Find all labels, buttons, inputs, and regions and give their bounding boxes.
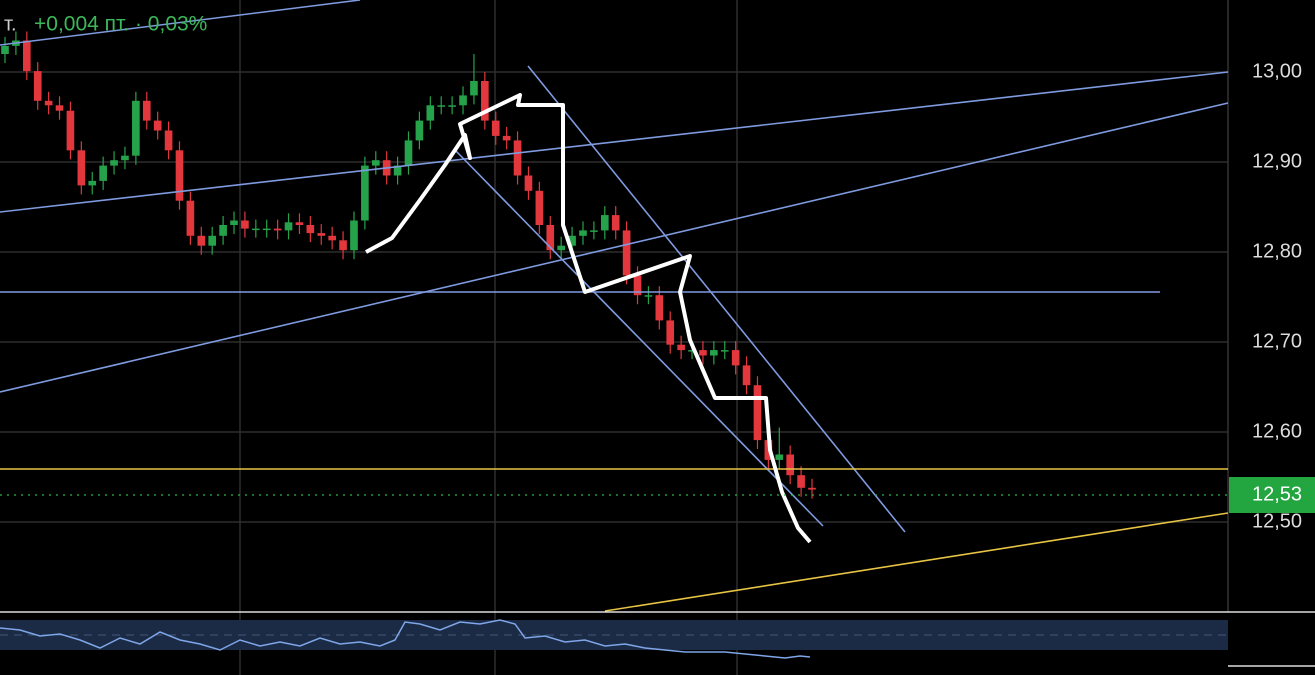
candle-body — [252, 228, 260, 231]
candle-body — [55, 105, 64, 111]
channel-line — [454, 149, 824, 527]
y-tick-label: 12,60 — [1252, 420, 1302, 442]
vertical-grid — [239, 0, 738, 675]
candle-body — [720, 350, 729, 352]
candle-body — [611, 215, 620, 231]
y-axis: 12,50 12,60 12,70 12,80 12,90 13,00 12,53 — [1229, 60, 1315, 532]
candle-body — [677, 344, 685, 351]
header-prefix: т. — [4, 13, 17, 35]
candle-body — [306, 225, 315, 234]
candle-body — [132, 100, 140, 156]
candle-body — [753, 385, 762, 441]
candle-body — [546, 225, 555, 251]
indicator-panel — [0, 619, 1228, 659]
candle-body — [33, 71, 42, 101]
trend-line — [0, 102, 1229, 393]
candle-body — [797, 475, 805, 488]
drawings — [0, 0, 1229, 612]
candle-body — [786, 454, 795, 476]
candle-body — [568, 235, 576, 246]
candle-body — [197, 235, 206, 246]
candle-body — [808, 487, 816, 490]
indicator-line — [0, 619, 811, 659]
candle-body — [273, 228, 282, 231]
candle-body — [241, 220, 249, 229]
candle-body — [295, 222, 304, 225]
candle-body — [535, 190, 544, 225]
hand-drawing — [365, 93, 812, 544]
channel-line — [527, 65, 906, 533]
candle-body — [186, 200, 195, 236]
candle-body — [644, 295, 653, 297]
trend-line — [604, 512, 1229, 612]
candle-body — [219, 225, 227, 236]
candle-body — [731, 350, 740, 366]
candle-body — [688, 350, 696, 352]
last-price-label: 12,53 — [1252, 483, 1302, 505]
candle-body — [655, 295, 664, 321]
candle-body — [590, 230, 598, 232]
candle-body — [208, 235, 217, 246]
candle-body — [230, 220, 238, 225]
candle-body — [22, 40, 31, 72]
candle-body — [339, 240, 347, 251]
candle-body — [175, 150, 184, 201]
y-tick-label: 12,80 — [1252, 240, 1302, 262]
candle-body — [557, 245, 565, 251]
candle-body — [775, 454, 784, 460]
candle-body — [579, 230, 587, 236]
candle-body — [110, 160, 118, 166]
candle-body — [88, 180, 97, 186]
candle-body — [426, 105, 435, 121]
candle-body — [415, 120, 424, 141]
candle-body — [524, 175, 533, 191]
candle-body — [666, 320, 675, 345]
candle-body — [44, 100, 53, 106]
y-tick-label: 12,50 — [1252, 510, 1302, 532]
candle-body — [742, 365, 751, 386]
candle-body — [317, 233, 326, 236]
candle-body — [371, 160, 380, 166]
candle-body — [491, 120, 500, 136]
candle-body — [481, 81, 489, 121]
candle-body — [66, 110, 75, 151]
last-price-box — [1229, 477, 1315, 513]
y-tick-label: 12,70 — [1252, 330, 1302, 352]
candle-body — [284, 222, 293, 231]
candle-body — [361, 165, 369, 221]
candle-body — [153, 120, 162, 131]
candle-body — [633, 275, 642, 296]
candle-body — [622, 230, 631, 276]
candle-body — [1, 45, 9, 54]
candle-body — [437, 105, 446, 107]
candle-body — [600, 215, 609, 231]
candle-body — [513, 140, 522, 176]
candle-body — [459, 95, 467, 106]
candle-body — [121, 155, 129, 161]
header-change: +0,004 пт. · 0,03% — [34, 13, 207, 36]
candle-body — [393, 165, 402, 176]
candle-body — [470, 81, 478, 96]
candle-body — [142, 100, 151, 121]
y-tick-label: 12,90 — [1252, 150, 1302, 172]
candle-body — [699, 350, 707, 356]
candle-body — [328, 235, 336, 241]
candle-body — [77, 150, 86, 186]
candle-body — [164, 130, 173, 151]
y-tick-label: 13,00 — [1252, 60, 1302, 82]
candle-body — [350, 220, 358, 251]
candle-body — [404, 140, 413, 166]
candle-body — [502, 135, 511, 141]
horizontal-grid — [0, 71, 1228, 523]
candle-body — [710, 350, 718, 356]
trend-line — [0, 71, 1229, 213]
candle-body — [448, 105, 456, 107]
candle-body — [262, 228, 271, 231]
candle-body — [99, 165, 107, 181]
trend-line — [0, 0, 361, 46]
